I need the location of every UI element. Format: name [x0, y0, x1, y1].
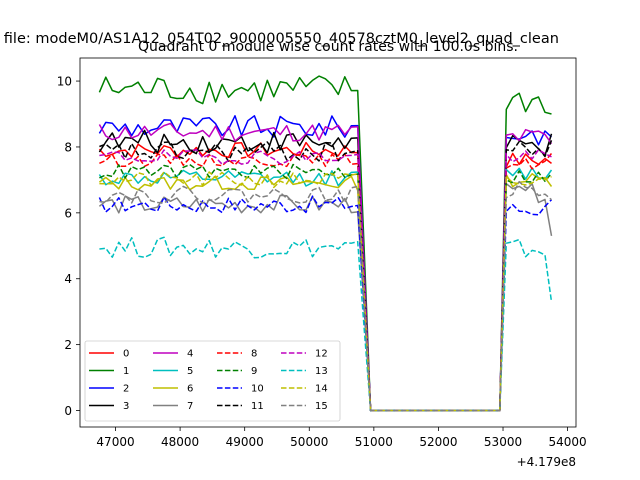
legend-label-10: 10 [251, 384, 264, 395]
y-tick-label: 4 [64, 272, 72, 286]
y-tick-label: 10 [57, 75, 72, 89]
x-axis-ticks: 47000 48000 49000 50000 51000 52000 53000 54000 [96, 427, 587, 449]
header-text: n file: modeM0/AS1A12_054T02_9000005550_… [0, 31, 559, 47]
y-tick-label: 2 [64, 338, 72, 352]
y-tick-label: 8 [64, 140, 72, 154]
x-tick-label: 53000 [484, 435, 522, 449]
legend-label-2: 2 [123, 384, 129, 395]
legend-label-5: 5 [187, 366, 193, 377]
legend-frame [84, 340, 341, 422]
y-tick-label: 0 [64, 404, 72, 418]
x-offset-text: +4.179e8 [517, 455, 576, 469]
x-tick-label: 51000 [355, 435, 393, 449]
legend-label-8: 8 [251, 349, 257, 360]
legend-label-15: 15 [315, 401, 328, 412]
legend-label-7: 7 [187, 401, 193, 412]
legend-label-11: 11 [251, 401, 264, 412]
axes-frame [79, 57, 577, 428]
legend-label-1: 1 [123, 366, 129, 377]
chart-title: Quadrant 0 module wise count rates with … [138, 39, 518, 55]
series-line-15 [99, 180, 552, 412]
y-tick-label: 6 [64, 206, 72, 220]
x-tick-label: 48000 [161, 435, 199, 449]
x-tick-label: 47000 [96, 435, 134, 449]
legend-label-6: 6 [187, 384, 193, 395]
x-tick-label: 52000 [419, 435, 457, 449]
legend-label-3: 3 [123, 401, 129, 412]
legend-label-0: 0 [123, 349, 129, 360]
y-axis-ticks: 0 2 4 6 8 10 [57, 75, 80, 418]
legend-label-12: 12 [315, 349, 328, 360]
legend-label-13: 13 [315, 366, 328, 377]
legend-label-14: 14 [315, 384, 328, 395]
series-line-13 [99, 236, 553, 412]
x-tick-label: 49000 [226, 435, 264, 449]
legend-label-4: 4 [187, 349, 193, 360]
x-tick-label: 50000 [290, 435, 328, 449]
x-tick-label: 54000 [549, 435, 587, 449]
legend-label-9: 9 [251, 366, 257, 377]
series-layer [98, 75, 553, 412]
